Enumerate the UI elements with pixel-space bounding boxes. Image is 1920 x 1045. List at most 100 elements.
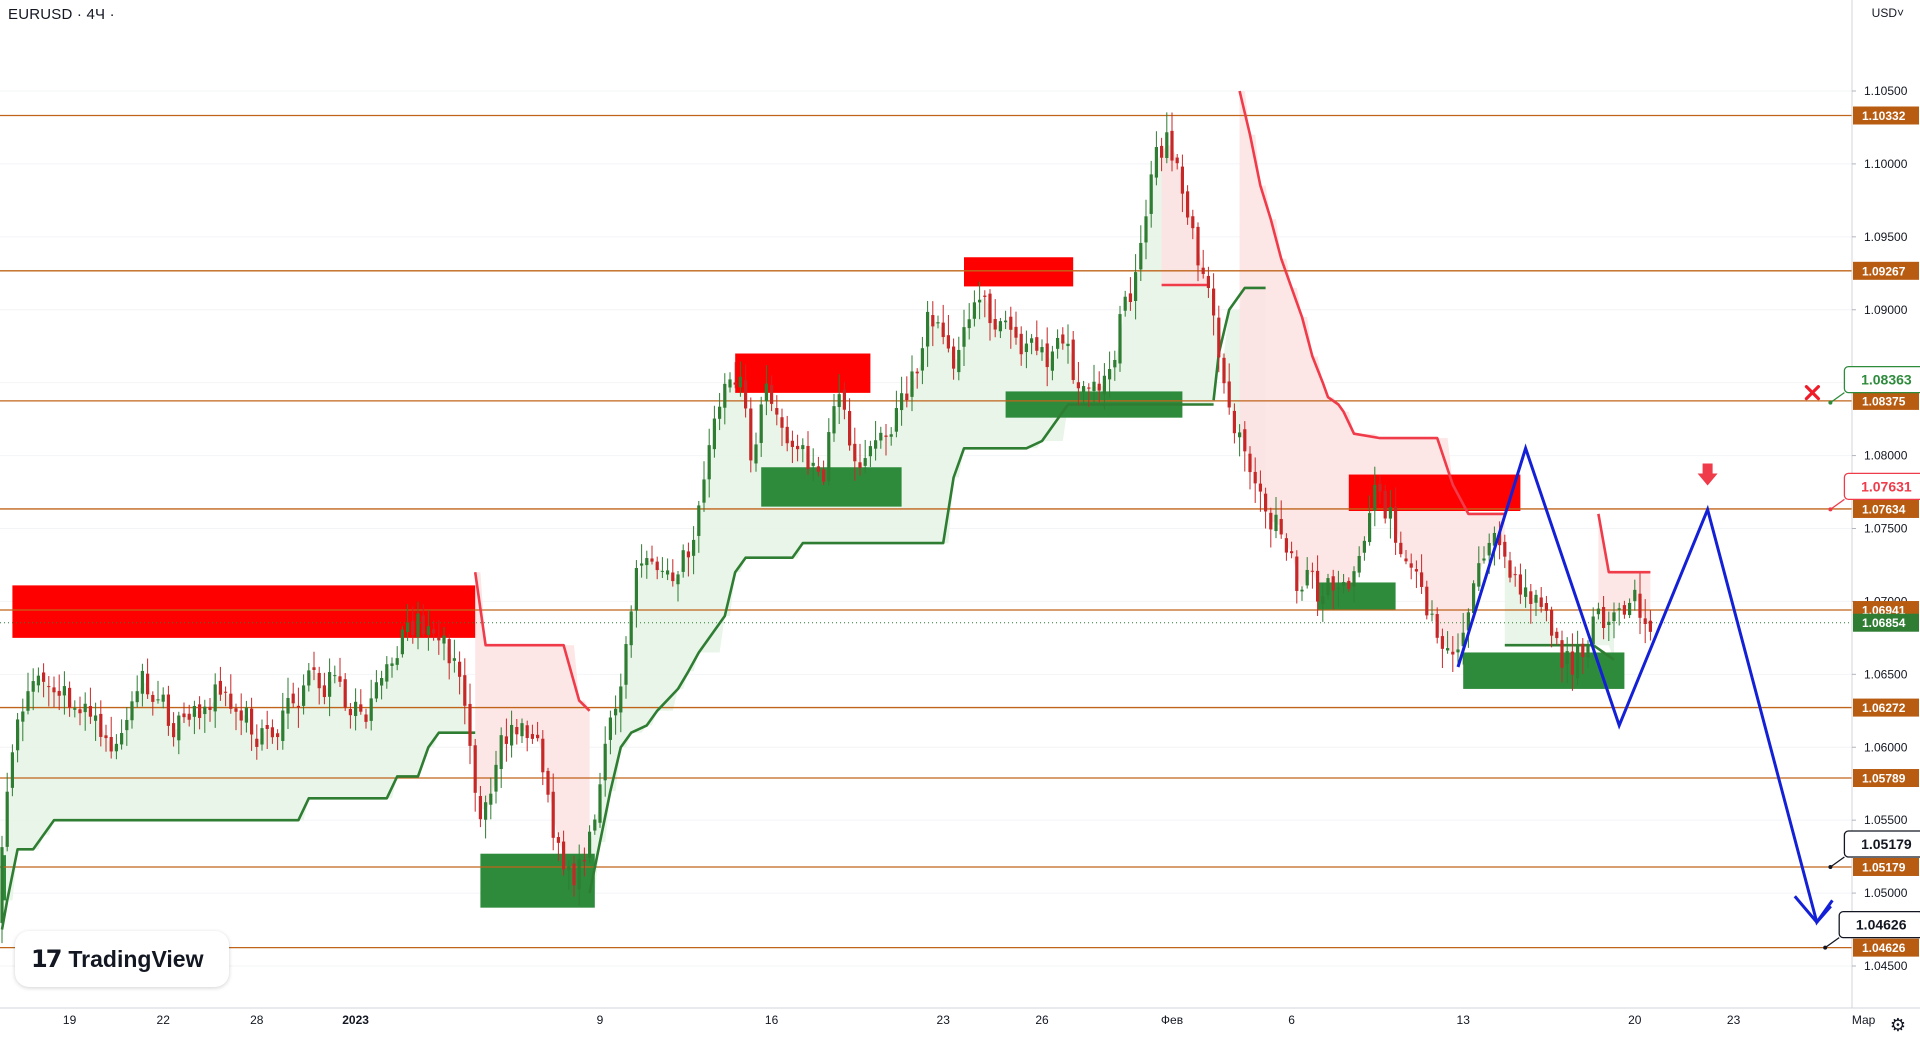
candle-body: [1004, 320, 1008, 323]
candle-body: [1139, 242, 1143, 270]
candle-body: [811, 462, 815, 466]
candle-body: [967, 319, 971, 329]
candle-body: [135, 691, 139, 703]
time-tick-label: 2023: [342, 1013, 369, 1027]
candle-body: [437, 636, 441, 641]
candle-body: [208, 706, 212, 710]
candle-body: [1264, 493, 1268, 512]
candle-body: [816, 466, 820, 472]
candle-body: [369, 698, 373, 721]
candle-body: [1056, 337, 1060, 349]
candle-body: [1524, 587, 1528, 597]
candle-body: [260, 728, 264, 745]
candle-body: [317, 672, 321, 689]
candle-body: [608, 717, 612, 740]
level-price-tag: 1.05179: [1862, 860, 1906, 874]
candle-body: [62, 686, 66, 696]
level-price-tag-bg: [1853, 106, 1919, 125]
time-tick-label: 23: [937, 1013, 951, 1027]
candle-body: [1154, 147, 1158, 178]
candle-body: [1425, 586, 1429, 616]
candle-body: [52, 687, 56, 693]
price-tick-label: 1.10000: [1864, 157, 1908, 171]
candle-body: [1201, 267, 1205, 274]
candle-body: [328, 672, 332, 697]
trail-fill-down: [475, 572, 590, 875]
level-price-tag-bg: [1853, 698, 1919, 717]
candle-body: [1170, 130, 1174, 161]
projection-layer: [1456, 443, 1834, 926]
candle-body: [1440, 636, 1444, 649]
candle-body: [1461, 632, 1465, 647]
candle-body: [1638, 593, 1642, 618]
price-tick-label: 1.10500: [1864, 84, 1908, 98]
candle-body: [1596, 608, 1600, 615]
candle-body: [125, 719, 129, 731]
candle-body: [1310, 570, 1314, 572]
candle-body: [312, 667, 316, 670]
candle-body: [588, 831, 592, 858]
trail-fill-up: [2, 624, 476, 930]
candle-body: [1305, 569, 1309, 586]
tradingview-logo[interactable]: 17 TradingView: [15, 931, 229, 987]
callout-anchor: [1828, 864, 1833, 869]
candle-body: [1175, 157, 1179, 164]
candle-body: [1180, 166, 1184, 194]
candle-body: [1300, 589, 1304, 592]
supply-zone: [735, 353, 871, 393]
cross-marker-icon: [1804, 385, 1820, 401]
candle-body: [187, 713, 191, 720]
candle-body: [946, 335, 950, 349]
level-price-tag: 1.08375: [1862, 394, 1906, 408]
callout-leader: [1830, 856, 1845, 868]
candle-body: [1388, 507, 1392, 519]
candle-body: [1586, 645, 1590, 658]
candle-body: [192, 705, 196, 717]
currency-selector[interactable]: USD˅: [1871, 6, 1904, 20]
candle-body: [1082, 386, 1086, 392]
candle-body: [718, 406, 722, 419]
trail-fill-layer: [2, 91, 1651, 930]
callout-label: 1.08363: [1861, 372, 1912, 388]
candle-body: [1373, 484, 1377, 511]
candle-body: [702, 479, 706, 503]
candle-body: [894, 408, 898, 432]
candle-body: [1212, 288, 1216, 316]
candle-body: [1118, 314, 1122, 364]
candle-body: [1061, 334, 1065, 344]
candle-body: [1472, 583, 1476, 614]
candle-body: [1279, 518, 1283, 535]
tradingview-wordmark: TradingView: [68, 945, 204, 972]
candle-body: [1232, 410, 1236, 434]
candle-body: [1165, 132, 1169, 158]
candle-body: [374, 682, 378, 699]
trail-stop-down: [1238, 90, 1505, 516]
candle-body: [380, 678, 384, 686]
callout-label: 1.05179: [1861, 836, 1912, 852]
candle-body: [333, 675, 337, 677]
candle-body: [931, 315, 935, 327]
callout-leader: [1824, 937, 1840, 949]
symbol-title[interactable]: EURUSD · 4Ч ·: [8, 6, 115, 23]
candle-body: [146, 673, 150, 695]
candle-body: [270, 727, 274, 738]
time-tick-label: 9: [597, 1013, 604, 1027]
candle-body: [229, 693, 233, 709]
candle-body: [1092, 381, 1096, 391]
current-price-tag-bg: [1853, 613, 1919, 632]
candle-body: [395, 658, 399, 665]
candle-body: [671, 572, 675, 582]
gear-icon[interactable]: ⚙: [1889, 1015, 1906, 1035]
candle-body: [364, 714, 368, 722]
candle-body: [868, 446, 872, 457]
candle-body: [120, 733, 124, 745]
candle-body: [1404, 558, 1408, 562]
candles-layer: [0, 112, 1652, 944]
candle-body: [177, 715, 181, 741]
time-tick-label: 26: [1035, 1013, 1049, 1027]
candle-body: [338, 676, 342, 682]
candle-body: [239, 710, 243, 721]
price-tick-label: 1.04500: [1864, 959, 1908, 973]
